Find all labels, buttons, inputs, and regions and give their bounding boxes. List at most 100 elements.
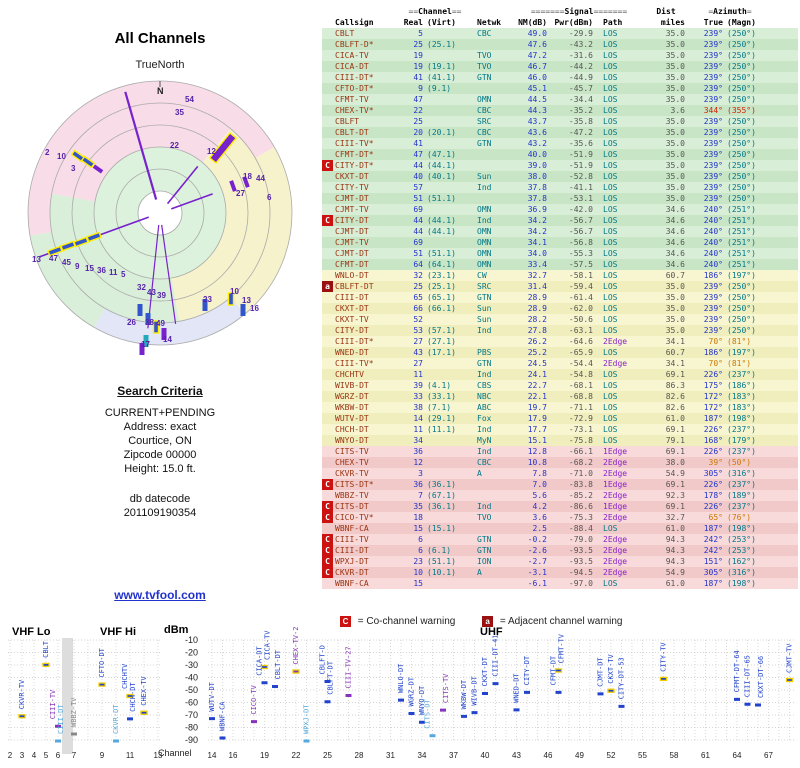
path-cell: LOS <box>603 260 618 269</box>
real-channel-cell: 34 <box>413 436 423 445</box>
station-label: CJMT-DT <box>597 657 605 687</box>
station-marker <box>55 739 61 743</box>
nm-db-cell: 10.8 <box>527 458 547 467</box>
distance-cell: 35.0 <box>665 84 685 93</box>
virtual-channel-cell <box>423 204 471 215</box>
pwr-dbm-cell: -51.9 <box>568 150 593 159</box>
station-label: CIII-DT <box>57 704 65 734</box>
warning-marker <box>322 171 333 182</box>
radar-north-label: N <box>157 86 164 96</box>
radar-channel-label: 23 <box>203 295 212 304</box>
station-marker <box>398 698 404 702</box>
nm-db-cell: 2.5 <box>532 524 547 533</box>
warning-legend: C = Co-channel warning a = Adjacent chan… <box>340 616 647 627</box>
real-channel-cell: 25 <box>413 40 423 49</box>
warning-marker <box>322 314 333 325</box>
network-cell: Ind <box>477 183 492 192</box>
adjacent-channel-text: = Adjacent channel warning <box>499 616 623 628</box>
nm-db-cell: 43.7 <box>527 117 547 126</box>
azimuth-true-cell: 151° <box>703 557 723 566</box>
table-row: CFMT-TV 47 OMN 44.5 -34.4 LOS 35.0 239° (250°) <box>322 94 798 105</box>
radar-zone-wedge <box>94 297 245 345</box>
azimuth-true-cell: 239° <box>703 84 723 93</box>
real-channel-cell: 22 <box>413 106 423 115</box>
table-body: CBLT 5 CBC 49.0 -29.9 LOS 35.0 239° (250°) CBLFT-… <box>322 28 798 589</box>
radar-ring <box>93 146 227 280</box>
path-cell: LOS <box>603 425 618 434</box>
group-header: =Azimuth= <box>708 7 752 16</box>
callsign-cell: WIVB-DT <box>335 381 369 390</box>
distance-cell: 35.0 <box>665 304 685 313</box>
radar-spoke <box>124 91 158 200</box>
virtual-channel-cell: (6.1) <box>427 546 452 555</box>
group-header: =======Signal======= <box>530 7 628 16</box>
warning-marker: C <box>322 512 333 523</box>
nm-db-cell: 47.2 <box>527 51 547 60</box>
nm-db-cell: 49.0 <box>527 29 547 38</box>
nm-db-cell: 46.7 <box>527 62 547 71</box>
pwr-dbm-cell: -35.8 <box>568 117 593 126</box>
radar-channel-label: 14 <box>163 335 172 344</box>
real-channel-cell: 44 <box>413 227 423 236</box>
distance-cell: 69.1 <box>665 425 685 434</box>
table-row: C CICO-TV* 18 TVO 3.6 -75.3 2Edge 32.7 65° (76°) <box>322 512 798 523</box>
warning-marker: C <box>322 501 333 512</box>
table-row: WKBW-DT 38 (7.1) ABC 19.7 -71.1 LOS 82.6 172° (18… <box>322 402 798 413</box>
group-header: ==Channel== <box>408 7 462 16</box>
callsign-cell: CITY-DT* <box>335 161 374 170</box>
virtual-channel-cell: (66.1) <box>427 304 456 313</box>
nm-db-cell: 3.6 <box>532 513 547 522</box>
station-label: CKXT-TV <box>607 653 615 683</box>
network-cell: NBC <box>477 392 492 401</box>
azimuth-true-cell: 240° <box>703 227 723 236</box>
azimuth-true-cell: 226° <box>703 480 723 489</box>
azimuth-magnetic-cell: (198°) <box>727 414 756 423</box>
callsign-cell: CJMT-DT <box>335 194 369 203</box>
distance-cell: 60.7 <box>665 348 685 357</box>
channel-tick-label: 49 <box>575 751 584 760</box>
band-label-vhf-hi: VHF Hi <box>100 626 137 638</box>
search-criteria: Search Criteria CURRENT+PENDING Address: … <box>30 384 290 520</box>
nm-db-cell: 17.7 <box>527 425 547 434</box>
virtual-channel-cell <box>423 512 471 523</box>
azimuth-magnetic-cell: (251°) <box>727 260 756 269</box>
radar-channel-label: 32 <box>137 283 146 292</box>
azimuth-magnetic-cell: (250°) <box>727 150 756 159</box>
channel-tick-label: 34 <box>418 751 427 760</box>
table-row: CJMT-DT 44 (44.1) OMN 34.2 -56.7 LOS 34.6 240° (2… <box>322 226 798 237</box>
table-row: CHEX-TV 12 CBC 10.8 -68.2 2Edge 38.0 39° (50°) <box>322 457 798 468</box>
pwr-dbm-cell: -93.5 <box>568 557 593 566</box>
azimuth-magnetic-cell: (183°) <box>727 392 756 401</box>
callsign-cell: CJMT-TV <box>335 205 369 214</box>
nm-db-cell: 7.8 <box>532 469 547 478</box>
radar-station-marker <box>208 132 238 164</box>
real-channel-cell: 39 <box>413 381 423 390</box>
virtual-channel-cell: (65.1) <box>427 293 456 302</box>
spectrum-chart: -10-20-30-40-50-60-70-80-902 3 4 5 6 7 9 11 13 14… <box>8 627 795 760</box>
pwr-dbm-cell: -71.0 <box>568 469 593 478</box>
radar-ring <box>137 190 183 236</box>
table-row: CFTO-DT* 9 (9.1) 45.1 -45.7 LOS 35.0 239° (250°) <box>322 83 798 94</box>
table-row: CIII-DT* 41 (41.1) GTN 46.0 -44.9 LOS 35.0 239° (… <box>322 72 798 83</box>
network-cell: OMN <box>477 205 492 214</box>
path-cell: 1Edge <box>603 480 628 489</box>
network-cell: GTN <box>477 535 492 544</box>
tvfool-link[interactable]: www.tvfool.com <box>114 588 206 602</box>
nm-db-cell: -2.6 <box>527 546 547 555</box>
distance-cell: 35.0 <box>665 282 685 291</box>
station-marker <box>140 710 148 715</box>
table-row: CICA-DT 19 (19.1) TVO 46.7 -44.2 LOS 35.0 239° (2… <box>322 61 798 72</box>
azimuth-magnetic-cell: (81°) <box>727 337 752 346</box>
station-label: CITS-TV <box>442 673 450 703</box>
azimuth-true-cell: 240° <box>703 238 723 247</box>
table-row: CKVR-TV 3 A 7.8 -71.0 2Edge 54.9 305° (316°) <box>322 468 798 479</box>
warning-marker <box>322 28 333 39</box>
table-row: WGRZ-DT 33 (33.1) NBC 22.1 -68.8 LOS 82.6 172° (1… <box>322 391 798 402</box>
network-cell: MyN <box>477 436 492 445</box>
path-cell: LOS <box>603 227 618 236</box>
nm-db-cell: 34.1 <box>527 238 547 247</box>
warning-marker <box>322 94 333 105</box>
azimuth-magnetic-cell: (162°) <box>727 557 756 566</box>
table-row: C CKVR-DT 10 (10.1) A -3.1 -94.5 2Edge 54.9 305° (… <box>322 567 798 578</box>
distance-cell: 35.0 <box>665 29 685 38</box>
